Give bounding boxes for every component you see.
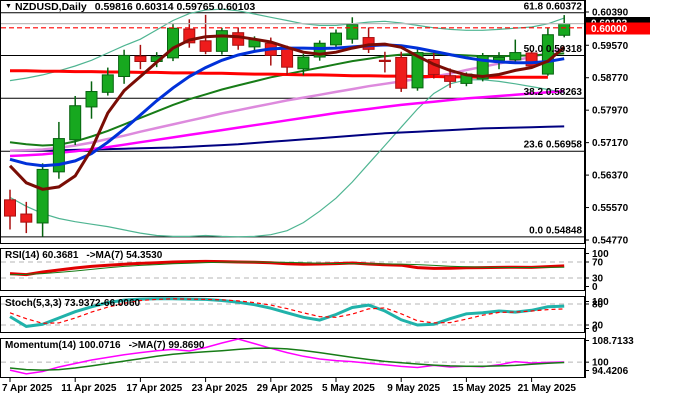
ma-fast-maroon <box>8 34 566 191</box>
date-label: 17 Apr 2025 <box>126 383 182 394</box>
ma-flat-red <box>10 69 548 79</box>
bear-candle[interactable] <box>444 75 457 82</box>
price-axis-label: 0.60390 <box>592 8 629 19</box>
bull-candle[interactable] <box>476 55 489 80</box>
date-label: 15 May 2025 <box>452 383 511 394</box>
rsi-ma-line <box>9 261 565 276</box>
time-axis[interactable]: 7 Apr 2025 11 Apr 2025 17 Apr 2025 23 Apr 2… <box>2 378 576 394</box>
price-axis-label: 0.57970 <box>592 106 629 117</box>
bull-candle[interactable] <box>346 24 359 40</box>
bear-candle[interactable] <box>378 59 391 62</box>
bear-candle[interactable] <box>525 52 538 67</box>
stoch-axis-label: 80 <box>592 300 604 311</box>
price-axis-label: 0.55570 <box>592 203 629 214</box>
bear-candle[interactable] <box>199 40 212 52</box>
bull-candle[interactable] <box>541 34 554 75</box>
date-label: 5 May 2025 <box>322 383 375 394</box>
ma-navy <box>10 125 565 152</box>
bear-candle[interactable] <box>281 48 294 68</box>
bull-candle[interactable] <box>493 56 505 61</box>
symbol-timeframe-label: NZDUSD,Daily <box>14 1 87 13</box>
stoch-indicator-label: Stoch(5,3,3) 73.9372-66.0060 <box>5 298 140 309</box>
rsi-line <box>9 259 565 277</box>
fib-label: 23.6 0.56958 <box>524 140 583 151</box>
momentum-axis-label: 100 <box>592 358 609 369</box>
bull-candle[interactable] <box>330 32 342 46</box>
bear-candle[interactable] <box>4 199 16 217</box>
momentum-ma-label: ->MA(7) 99.8690 <box>128 340 205 351</box>
bear-candle[interactable] <box>183 28 196 44</box>
date-label: 9 May 2025 <box>387 383 440 394</box>
bull-candle[interactable] <box>118 54 131 78</box>
momentum-axis-label: 108.7133 <box>592 336 634 347</box>
chart-title: ▼ NZDUSD,Daily 0.59816 0.60314 0.59765 0.6… <box>5 1 255 13</box>
ohlc-values: 0.59816 0.60314 0.59765 0.60103 <box>94 1 256 13</box>
stoch-main-line <box>9 297 565 328</box>
rsi-axis-label: 70 <box>592 258 604 269</box>
bull-candle[interactable] <box>509 52 522 61</box>
bull-candle[interactable] <box>36 168 49 224</box>
rsi-axis-label: 0 <box>592 282 598 293</box>
fib-label: 0.0 0.54848 <box>529 225 582 236</box>
price-axis-label: 0.57170 <box>592 138 629 149</box>
bull-candle[interactable] <box>101 74 114 93</box>
level-price-box-label: 0.60000 <box>591 24 628 35</box>
date-label: 29 Apr 2025 <box>257 383 313 394</box>
bear-candle[interactable] <box>134 55 147 62</box>
band-upper <box>9 8 565 82</box>
bull-candle[interactable] <box>411 52 424 89</box>
fib-label: 61.8 0.60372 <box>524 2 583 13</box>
date-label: 21 May 2025 <box>518 383 577 394</box>
ma-plum <box>9 46 565 152</box>
main-plot-layer: 61.8 0.60372 50.0 0.59318 38.2 0.58263 23.6… <box>1 2 584 238</box>
stoch-signal-line <box>9 298 565 324</box>
bull-candle[interactable] <box>215 30 228 52</box>
level-price-box <box>586 22 650 35</box>
bull-candle[interactable] <box>313 42 326 58</box>
rsi-axis-label: 100 <box>592 249 609 260</box>
rsi-axis-label: 30 <box>592 274 604 285</box>
bull-candle[interactable] <box>297 56 310 70</box>
rsi-value-label: RSI(14) 60.3681 <box>5 250 79 261</box>
bull-candle[interactable] <box>52 138 65 173</box>
price-axis-label: 0.58770 <box>592 73 629 84</box>
momentum-ma-line <box>9 347 565 371</box>
bull-candle[interactable] <box>69 105 82 141</box>
bear-candle[interactable] <box>232 32 245 46</box>
fib-label: 38.2 0.58263 <box>524 87 583 98</box>
price-axis-label: 0.59570 <box>592 41 629 52</box>
symbol-dropdown-icon[interactable]: ▼ <box>5 3 12 10</box>
fib-label: 50.0 0.59318 <box>524 44 583 55</box>
price-axis[interactable]: 0.60390 0.59570 0.58770 0.57970 0.57170 0.563… <box>585 0 650 378</box>
candles-layer <box>4 14 571 237</box>
rsi-panel[interactable] <box>0 248 585 291</box>
price-axis-label: 0.54770 <box>592 236 629 247</box>
bear-candle[interactable] <box>20 213 33 223</box>
main-panel[interactable] <box>0 0 585 244</box>
bear-candle[interactable] <box>395 56 408 89</box>
date-label: 23 Apr 2025 <box>192 383 248 394</box>
bull-candle[interactable] <box>85 91 98 108</box>
stoch-value-label: Stoch(5,3,3) 73.9372-66.0060 <box>5 298 141 309</box>
date-label: 7 Apr 2025 <box>2 383 53 394</box>
rsi-ma-label: ->MA(7) 54.3530 <box>86 250 163 261</box>
momentum-value-label: Momentum(14) 100.0716 <box>5 340 121 351</box>
momentum-panel[interactable] <box>0 338 585 378</box>
stoch-axis-label: 0 <box>592 324 598 335</box>
momentum-axis-label: 94.4206 <box>592 366 629 377</box>
momentum-indicator-label: Momentum(14) 100.0716 ->MA(7) 99.8690 <box>5 340 204 351</box>
rsi-indicator-label: RSI(14) 60.3681 ->MA(7) 54.3530 <box>5 250 162 261</box>
date-label: 11 Apr 2025 <box>61 383 117 394</box>
stoch-axis-label: 100 <box>592 297 609 308</box>
stoch-axis-label: 20 <box>592 321 604 332</box>
price-axis-label: 0.56370 <box>592 171 629 182</box>
bull-candle[interactable] <box>558 23 571 36</box>
